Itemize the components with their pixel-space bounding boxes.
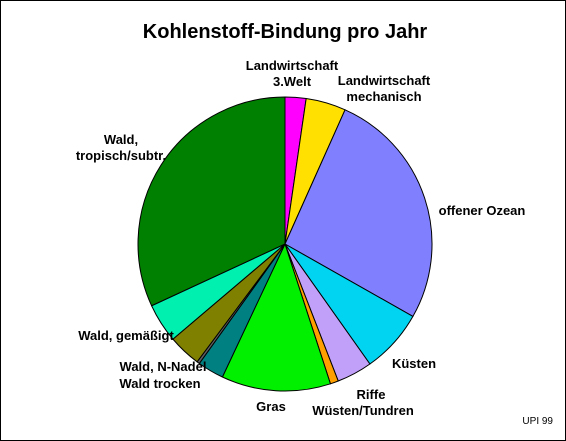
slice-label-line: Wald, [104, 132, 138, 147]
pie-slice [137, 96, 286, 307]
slice-label-line: offener Ozean [439, 203, 526, 218]
slice-label: Wald trocken [119, 376, 200, 391]
slice-label: Gras [256, 399, 286, 414]
slice-label: Landwirtschaft 3.Welt [246, 58, 339, 89]
slice-label: Küsten [392, 356, 436, 371]
slice-label: Landwirtschaft mechanisch [338, 73, 431, 104]
slice-label-line: Landwirtschaft [246, 58, 339, 73]
slice-label-line: Wüsten/Tundren [312, 403, 414, 418]
slice-label-line: tropisch/subtr. [76, 148, 166, 163]
slice-label: Wald, N-Nadel [120, 359, 207, 374]
slice-label-line: Wald trocken [119, 376, 200, 391]
slice-label: offener Ozean [439, 203, 526, 218]
pie-slices [137, 96, 433, 392]
slice-label: Wald, gemäßigt [78, 328, 174, 343]
slice-label-line: Küsten [392, 356, 436, 371]
chart-title: Kohlenstoff-Bindung pro Jahr [143, 21, 428, 43]
slice-label: Riffe [357, 387, 386, 402]
credit-text: UPI 99 [522, 416, 553, 427]
slice-label-line: 3.Welt [273, 74, 312, 89]
slice-label-line: Landwirtschaft [338, 73, 431, 88]
slice-label-line: mechanisch [346, 89, 421, 104]
slice-label: Wüsten/Tundren [312, 403, 414, 418]
slice-label-line: Wald, N-Nadel [120, 359, 207, 374]
slice-label-line: Riffe [357, 387, 386, 402]
slice-label-line: Gras [256, 399, 286, 414]
slice-label: Wald, tropisch/subtr. [76, 132, 166, 163]
pie-slice [221, 243, 331, 392]
slice-labels: Landwirtschaft 3.Welt Landwirtschaft mechan… [76, 58, 526, 418]
slice-label-line: Wald, gemäßigt [78, 328, 174, 343]
